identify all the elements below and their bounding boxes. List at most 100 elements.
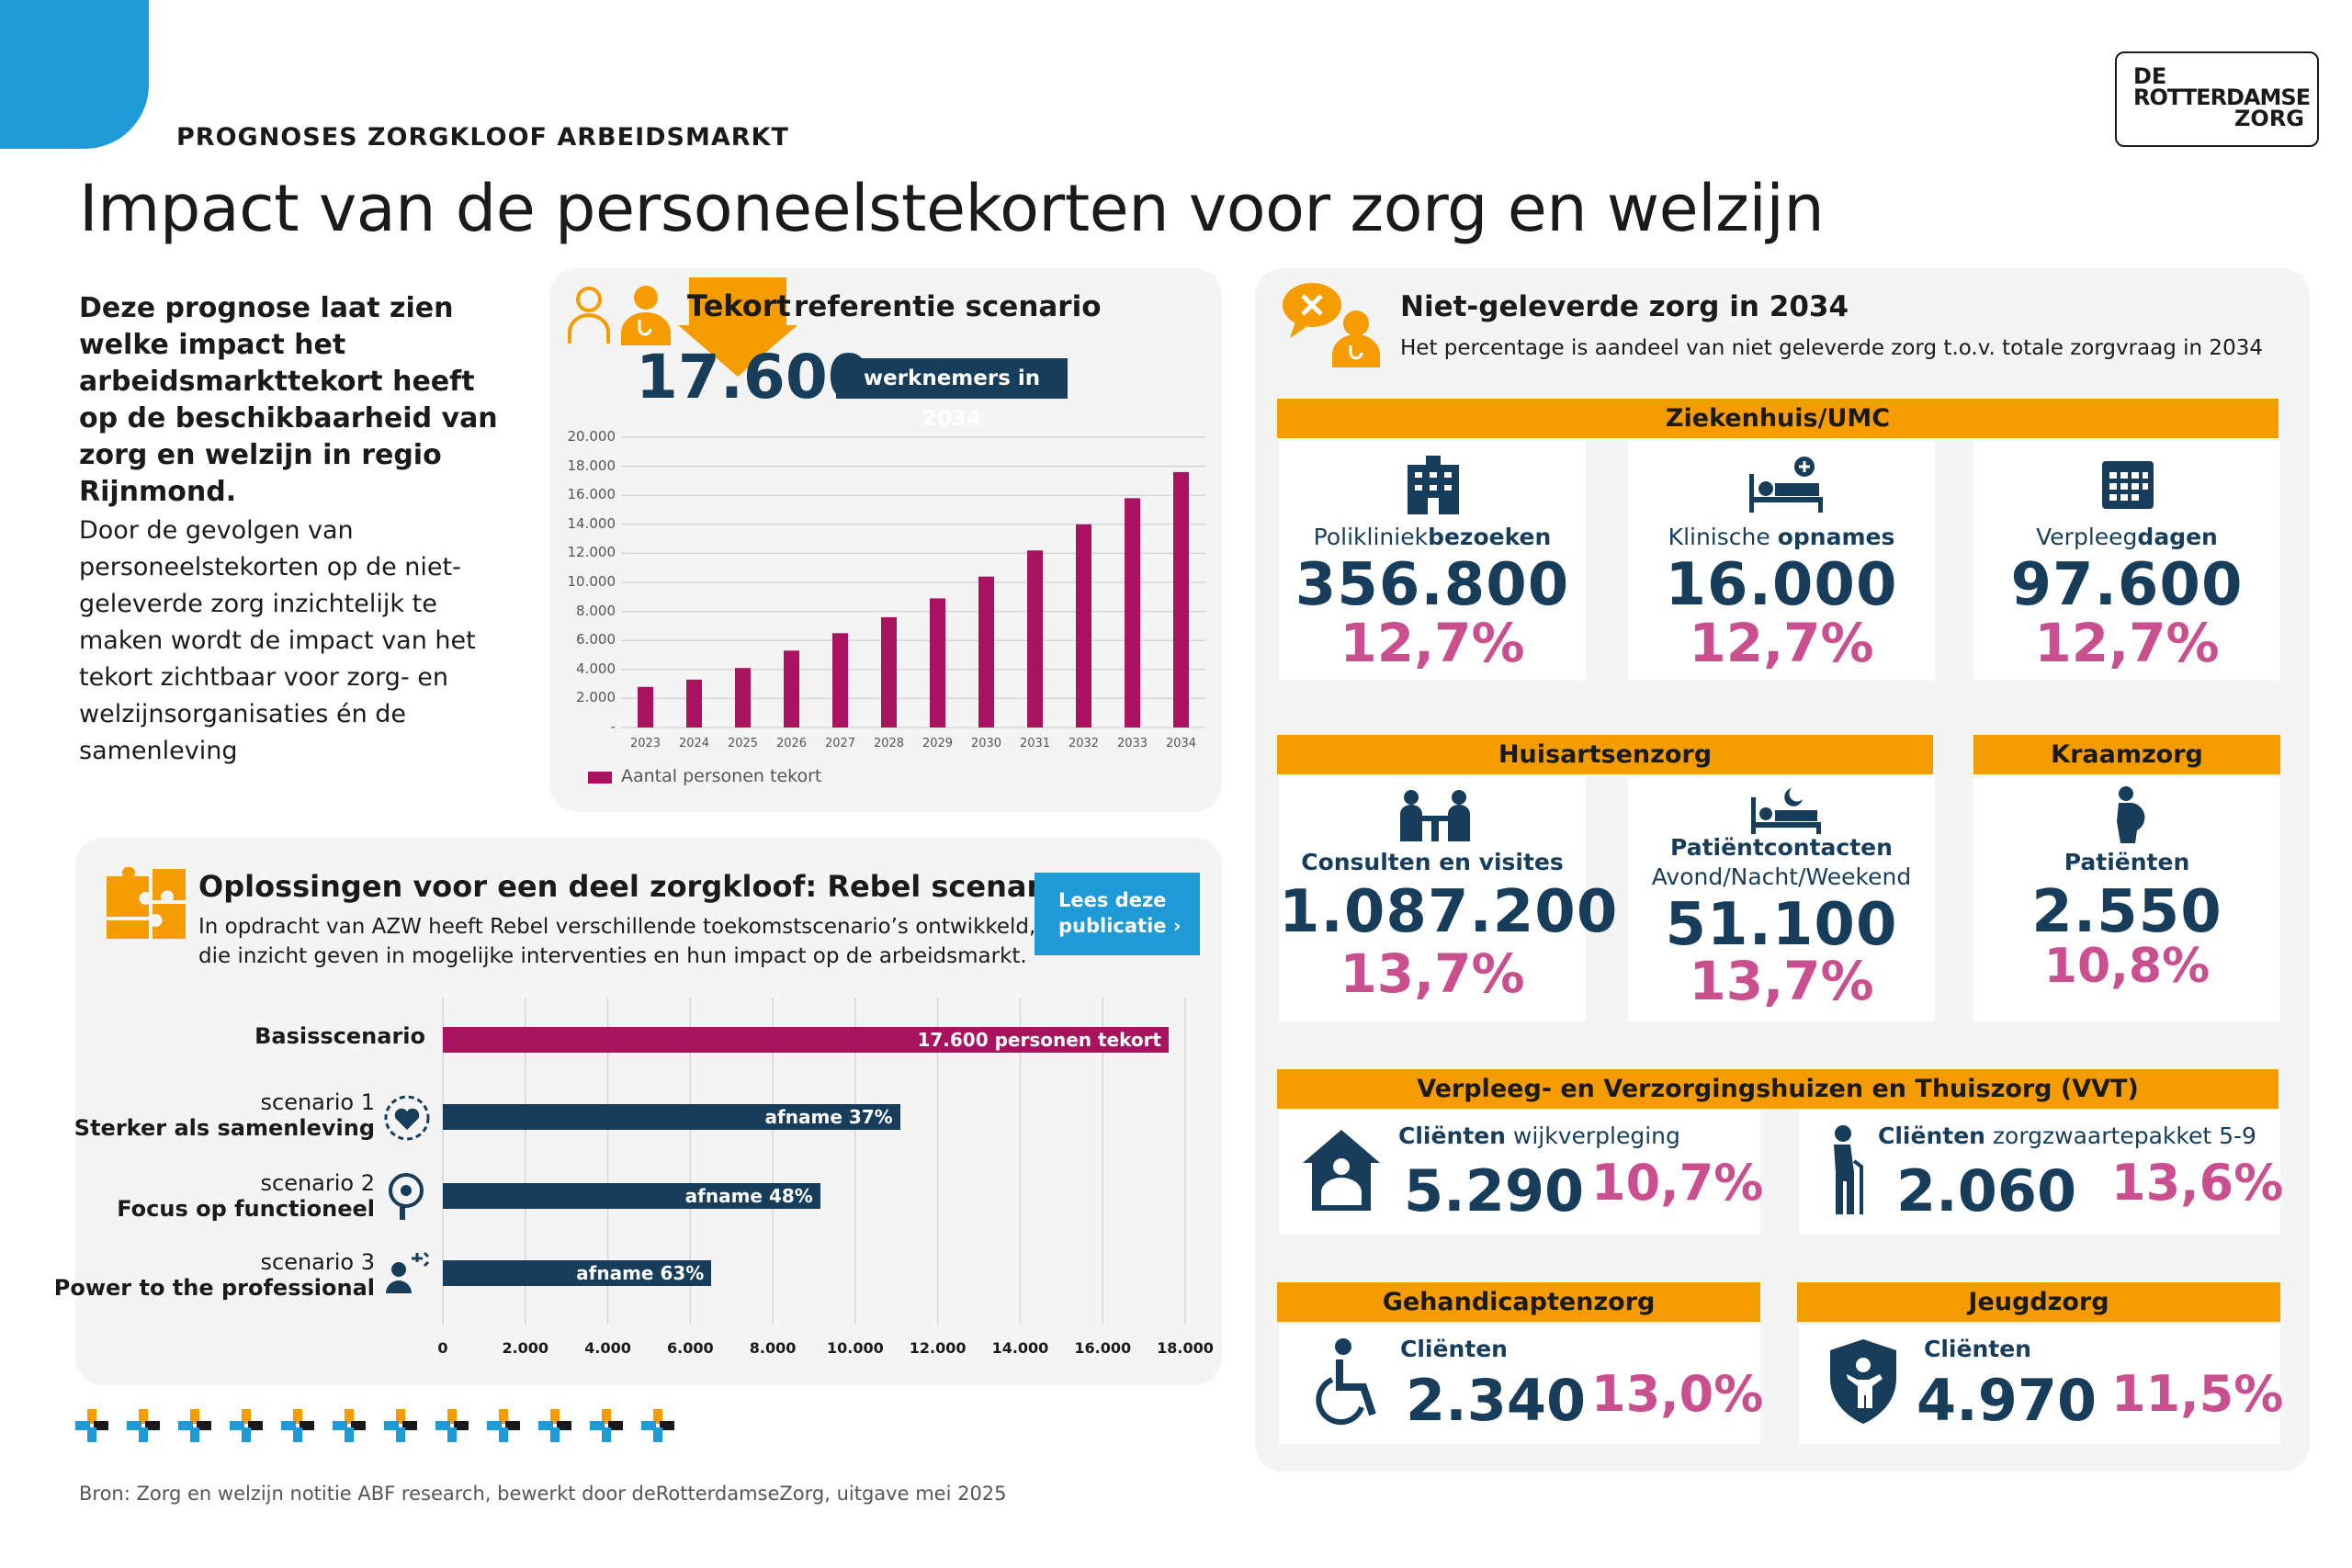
- scenario-bar-2: afname 48%: [443, 1183, 820, 1209]
- y-tick-label: -: [610, 718, 616, 735]
- consulten-label: Consulten en visites: [1279, 849, 1586, 875]
- child-shield-icon: [1830, 1339, 1896, 1424]
- hospital-building-icon: [1408, 456, 1459, 514]
- wheelchair-icon: [1316, 1338, 1376, 1426]
- tekort-unit: werknemers in 2034: [836, 358, 1068, 431]
- logo-line-1: DE: [2133, 63, 2167, 89]
- consulten-percent: 13,7%: [1340, 942, 1525, 1005]
- verpleegdagen-label-a: Verpleeg: [2036, 524, 2138, 550]
- zzp-card: Cliënten zorgzwaartepakket 5-9 2.060 13,…: [1799, 1110, 2283, 1235]
- x-tick-label: 0: [437, 1339, 448, 1357]
- consulten-card: Consulten en visites 1.087.200 13,7%: [1279, 777, 1619, 1021]
- bar-2028: [881, 616, 897, 728]
- wijkverpleging-number: 5.290: [1404, 1157, 1585, 1224]
- read-publication-line-1: Lees deze: [1058, 889, 1167, 911]
- jeugd-card: Cliënten 4.970 11,5%: [1799, 1325, 2284, 1444]
- patientcontacten-percent: 13,7%: [1689, 950, 1874, 1012]
- night-bed-icon: [1751, 788, 1821, 834]
- gehandicapten-label: Cliënten: [1400, 1336, 1508, 1362]
- patientcontacten-sub: Avond/Nacht/Weekend: [1651, 863, 1912, 890]
- bar-2032: [1076, 524, 1091, 728]
- cancelled-care-icon: [1283, 283, 1380, 367]
- jeugd-header: Jeugdzorg: [1797, 1282, 2280, 1322]
- bar-2023: [638, 686, 653, 728]
- plus-decoration-icon: [75, 1409, 108, 1442]
- kraam-percent: 10,8%: [2043, 939, 2211, 994]
- consulten-number: 1.087.200: [1279, 878, 1619, 946]
- tekort-badge: Tekort: [687, 288, 791, 323]
- read-publication-line-2-wrap: publicatie ›: [1058, 913, 1200, 939]
- patientcontacten-card: Patiëntcontacten Avond/Nacht/Weekend 51.…: [1628, 777, 1935, 1021]
- x-tick-label: 2027: [824, 737, 856, 750]
- scenario-2-name: Focus op functioneel: [117, 1196, 375, 1222]
- plus-decoration-icon: [538, 1409, 571, 1442]
- gehandicapten-percent: 13,0%: [1591, 1365, 1764, 1423]
- scenario-bar-0: 17.600 personen tekort: [443, 1027, 1170, 1053]
- page-title: Impact van de personeelstekorten voor zo…: [79, 171, 1825, 246]
- gehandicapten-card: Cliënten 2.340 13,0%: [1279, 1325, 1764, 1444]
- poli-number: 356.800: [1295, 551, 1570, 619]
- zzp-label: Cliënten zorgzwaartepakket 5-9: [1878, 1122, 2256, 1149]
- x-tick-label: 2026: [775, 737, 808, 750]
- y-tick-label: 14.000: [567, 514, 616, 532]
- home-care-icon: [1303, 1130, 1380, 1211]
- scenario-3-name: Power to the professional: [53, 1275, 375, 1301]
- y-tick-label: 4.000: [576, 660, 616, 677]
- wijkverpleging-card: Cliënten wijkverpleging 5.290 10,7%: [1279, 1110, 1763, 1235]
- page-kicker: PROGNOSES ZORGKLOOF ARBEIDSMARKT: [176, 123, 789, 152]
- verpleegdagen-percent: 12,7%: [2034, 612, 2220, 674]
- x-tick-label: 2030: [970, 737, 1002, 750]
- professional-spark-icon: [386, 1251, 430, 1293]
- y-tick-label: 18.000: [567, 457, 616, 474]
- y-tick-label: 12.000: [567, 544, 616, 561]
- wijkverpleging-label-b: wijkverpleging: [1505, 1122, 1680, 1149]
- logo-line-3: ZORG: [2234, 106, 2304, 131]
- opnames-percent: 12,7%: [1689, 612, 1874, 674]
- bar-2025: [735, 668, 751, 728]
- calendar-icon: [2102, 461, 2154, 509]
- plus-decoration-icon: [281, 1409, 314, 1442]
- bar-2033: [1125, 498, 1140, 728]
- opnames-card: Klinische opnames 16.000 12,7%: [1628, 441, 1935, 680]
- plus-decoration-icon: [384, 1409, 417, 1442]
- poli-label-b: bezoeken: [1428, 524, 1552, 550]
- rebel-title: Oplossingen voor een deel zorgkloof: Reb…: [198, 869, 1101, 904]
- scenario-bar-3: afname 63%: [443, 1260, 712, 1286]
- hospital-bed-icon: [1749, 457, 1823, 513]
- read-publication-line-2: publicatie: [1058, 915, 1167, 937]
- legend-label: Aantal personen tekort: [621, 766, 822, 786]
- bar-2027: [832, 633, 848, 728]
- eye-lens-icon: [389, 1173, 424, 1220]
- pregnancy-icon: [2117, 786, 2145, 843]
- scenario-1-label: scenario 1: [260, 1089, 376, 1115]
- x-tick-label: 2024: [678, 737, 710, 750]
- gehandicapten-header: Gehandicaptenzorg: [1277, 1282, 1760, 1322]
- verpleegdagen-label: Verpleegdagen: [1973, 524, 2280, 550]
- bar-2024: [686, 679, 702, 728]
- x-tick-label: 14.000: [991, 1339, 1049, 1357]
- x-tick-label: 4.000: [584, 1339, 631, 1357]
- scenario-3-label: scenario 3: [260, 1249, 376, 1275]
- niet-title: Niet-geleverde zorg in 2034: [1400, 290, 1849, 323]
- consulten-label-b: en visites: [1430, 849, 1564, 875]
- y-tick-label: 16.000: [567, 486, 616, 503]
- read-publication-button[interactable]: Lees deze publicatie ›: [1035, 873, 1200, 955]
- patientcontacten-number: 51.100: [1665, 891, 1898, 959]
- opnames-label-b: opnames: [1777, 524, 1895, 550]
- opnames-number: 16.000: [1665, 551, 1898, 619]
- opnames-label: Klinische opnames: [1628, 524, 1935, 550]
- y-tick-label: 20.000: [567, 428, 616, 445]
- x-tick-label: 2029: [922, 737, 954, 750]
- zzp-label-a: Cliënten: [1878, 1122, 1985, 1149]
- verpleegdagen-label-b: dagen: [2137, 524, 2218, 550]
- bar-2034: [1173, 471, 1189, 728]
- bar-2026: [784, 650, 799, 728]
- chevron-right-icon: ›: [1172, 915, 1182, 937]
- x-tick-label: 2033: [1116, 737, 1148, 750]
- source-note: Bron: Zorg en welzijn notitie ABF resear…: [79, 1483, 1007, 1505]
- scenario-2-label: scenario 2: [260, 1170, 376, 1196]
- x-tick-label: 2028: [873, 737, 905, 750]
- logo-line-2: ROTTERDAMSE: [2133, 85, 2311, 110]
- jeugd-percent: 11,5%: [2111, 1365, 2284, 1423]
- x-tick-label: 8.000: [749, 1339, 797, 1357]
